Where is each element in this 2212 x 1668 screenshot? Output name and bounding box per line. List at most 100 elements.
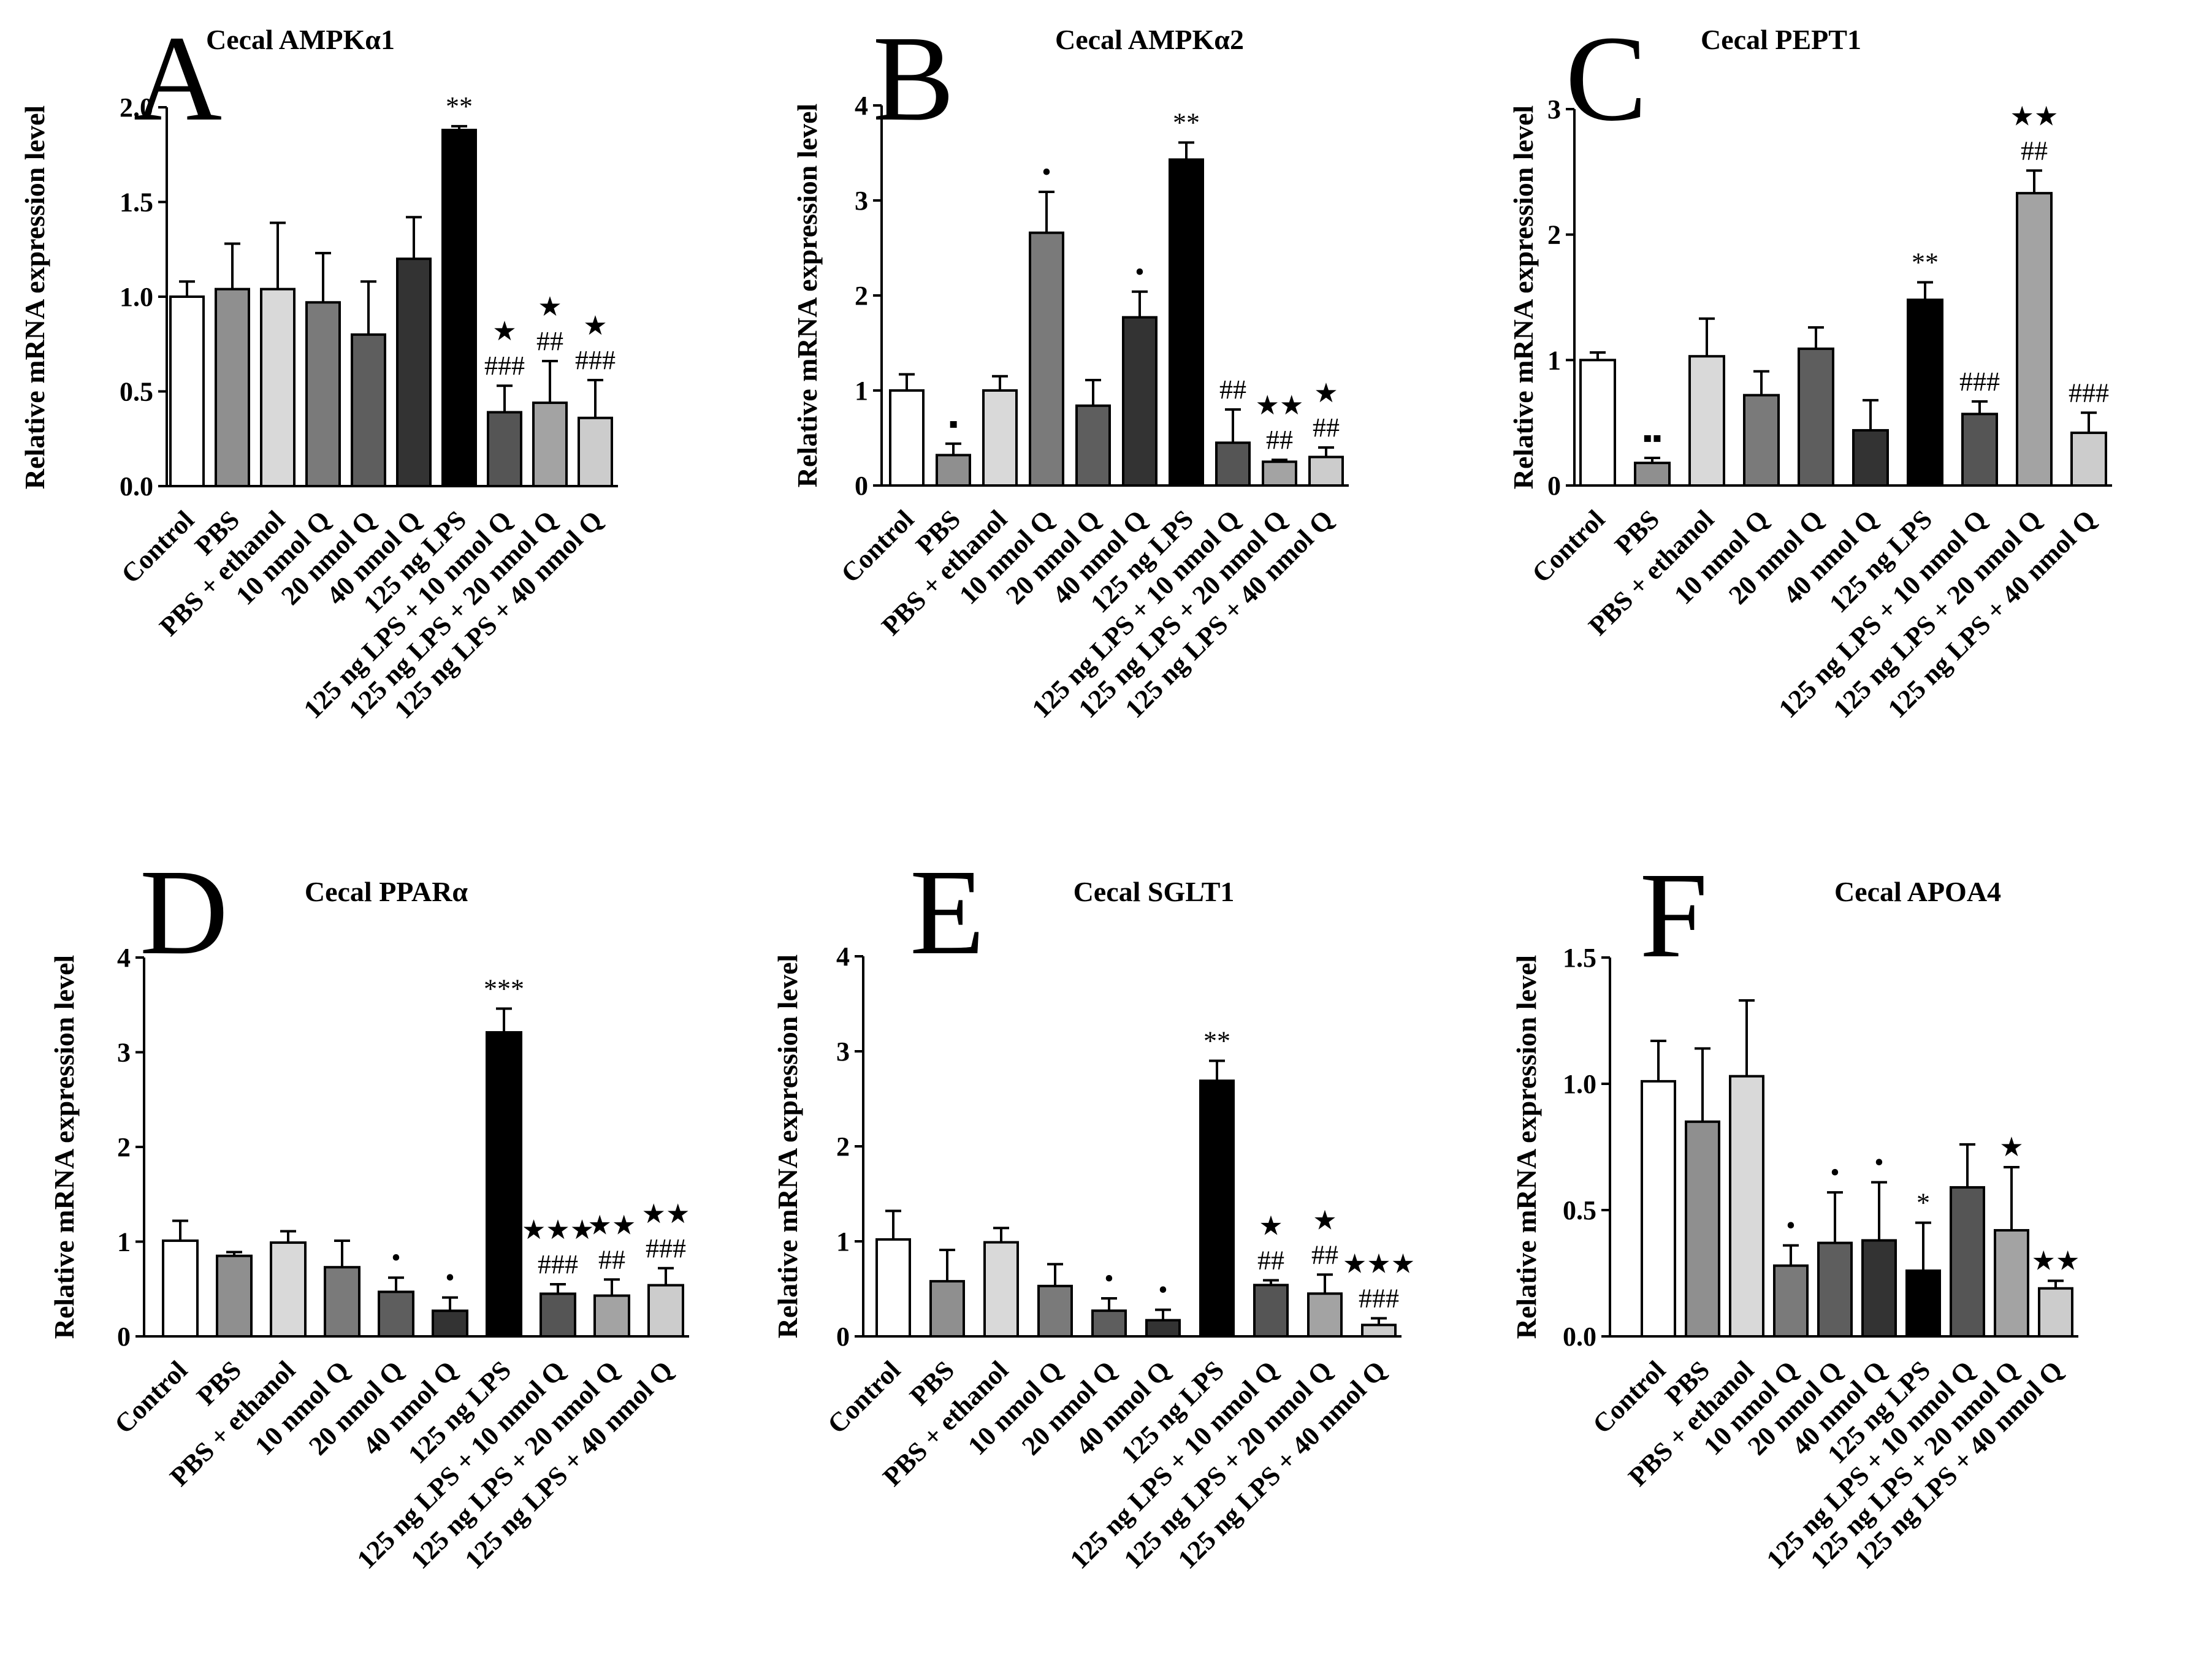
y-tick-label: 2.0 — [120, 93, 153, 123]
bar — [1215, 441, 1251, 487]
significance-annotation: ## — [1313, 413, 1340, 443]
significance-annotation: ### — [484, 351, 525, 381]
bar — [1307, 1292, 1343, 1338]
y-tick-label: 2 — [117, 1132, 131, 1162]
significance-annotation: ** — [1203, 1026, 1230, 1056]
bar — [889, 389, 925, 487]
bar — [1907, 299, 1943, 487]
bar — [1361, 1323, 1397, 1338]
bar — [1641, 1080, 1676, 1338]
significance-annotation: ★ — [1259, 1211, 1283, 1241]
bar — [432, 1309, 468, 1338]
chart-title: Cecal PEPT1 — [1701, 24, 1861, 55]
significance-annotation: ★★★ — [522, 1215, 594, 1245]
bar — [936, 454, 971, 487]
x-tick-label: Control — [115, 505, 200, 589]
significance-annotation: ★★ — [2032, 1246, 2080, 1276]
bar — [1037, 1284, 1073, 1338]
bar — [2016, 192, 2053, 487]
bar — [578, 416, 613, 488]
y-tick-label: 1 — [836, 1227, 850, 1257]
bar — [1961, 413, 1998, 487]
bar — [1798, 347, 1834, 487]
bar — [1634, 462, 1671, 487]
panel-letter: C — [1565, 11, 1647, 147]
significance-annotation: ## — [1311, 1240, 1338, 1270]
bar — [1685, 1120, 1720, 1338]
bar — [396, 257, 432, 487]
y-axis-label: Relative mRNA expression level — [1511, 955, 1542, 1339]
chart-title: Cecal AMPKα2 — [1055, 24, 1244, 55]
significance-annotation: ▪ — [948, 409, 958, 439]
bar — [1253, 1284, 1289, 1338]
bar — [1729, 1075, 1764, 1338]
y-tick-label: 3 — [1547, 94, 1561, 124]
significance-annotation: ★★ — [2010, 101, 2059, 131]
y-tick-label: 0.0 — [1563, 1322, 1596, 1352]
significance-annotation: ## — [536, 326, 563, 356]
bar — [593, 1294, 630, 1338]
bar — [647, 1284, 684, 1338]
significance-annotation: ** — [446, 91, 473, 121]
bar — [1075, 404, 1111, 487]
bar — [305, 301, 341, 487]
chart-panel-e: E Cecal SGLT1 Relative mRNA expression lev… — [772, 845, 1415, 1575]
bar — [1861, 1239, 1897, 1338]
significance-annotation: ★ — [1313, 1205, 1337, 1235]
y-tick-label: 3 — [855, 186, 868, 216]
bar — [929, 1280, 965, 1338]
significance-annotation: ### — [1959, 367, 2000, 397]
bar — [1905, 1269, 1941, 1338]
significance-annotation: • — [1874, 1148, 1883, 1178]
y-tick-label: 0.5 — [1563, 1195, 1596, 1225]
bar — [2070, 432, 2107, 487]
panel-letter: E — [910, 845, 985, 980]
x-tick-label: Control — [1526, 504, 1611, 588]
bar — [1994, 1228, 2029, 1338]
y-tick-label: 0 — [836, 1322, 850, 1352]
significance-annotation: ** — [1912, 247, 1939, 277]
bar — [1852, 428, 1889, 487]
bar — [169, 295, 205, 487]
significance-annotation: ## — [1257, 1246, 1284, 1276]
bar — [162, 1239, 199, 1338]
significance-annotation: ### — [2069, 378, 2109, 408]
chart-panel-c: C Cecal PEPT1 Relative mRNA expression lev… — [1508, 11, 2112, 724]
y-tick-label: 1.5 — [1563, 943, 1596, 973]
chart-title: Cecal SGLT1 — [1074, 876, 1235, 907]
y-axis-label: Relative mRNA expression level — [772, 954, 803, 1338]
significance-annotation: ### — [538, 1249, 578, 1279]
significance-annotation: • — [1135, 257, 1144, 287]
bar — [1262, 460, 1297, 487]
significance-annotation: * — [1916, 1188, 1930, 1218]
y-axis-label: Relative mRNA expression level — [19, 105, 50, 489]
bar — [1817, 1241, 1853, 1338]
x-tick-label: Control — [835, 504, 920, 588]
y-tick-label: 4 — [836, 942, 850, 972]
significance-annotation: ★ — [538, 292, 562, 322]
y-tick-label: 0.0 — [120, 471, 153, 501]
y-tick-label: 1 — [117, 1227, 131, 1257]
significance-annotation: ★ — [583, 311, 607, 341]
bar — [1091, 1309, 1127, 1338]
significance-annotation: ### — [575, 345, 616, 375]
y-axis-label: Relative mRNA expression level — [48, 955, 80, 1339]
panel-letter: D — [140, 845, 228, 980]
significance-annotation: • — [391, 1243, 400, 1273]
bar — [486, 1031, 522, 1338]
y-tick-label: 1 — [1547, 345, 1561, 375]
bar — [982, 389, 1018, 487]
significance-annotation: ★★ — [642, 1199, 690, 1229]
bar — [441, 129, 477, 487]
significance-annotation: ** — [1173, 107, 1200, 137]
significance-annotation: ★ — [1314, 378, 1338, 408]
bar — [270, 1241, 307, 1338]
significance-annotation: • — [1830, 1157, 1839, 1187]
bar — [378, 1290, 414, 1338]
significance-annotation: • — [1104, 1263, 1113, 1293]
significance-annotation: ★★★ — [1343, 1249, 1415, 1279]
significance-annotation: ## — [598, 1244, 625, 1274]
significance-annotation: ## — [1219, 375, 1246, 405]
y-tick-label: 1.5 — [120, 188, 153, 218]
